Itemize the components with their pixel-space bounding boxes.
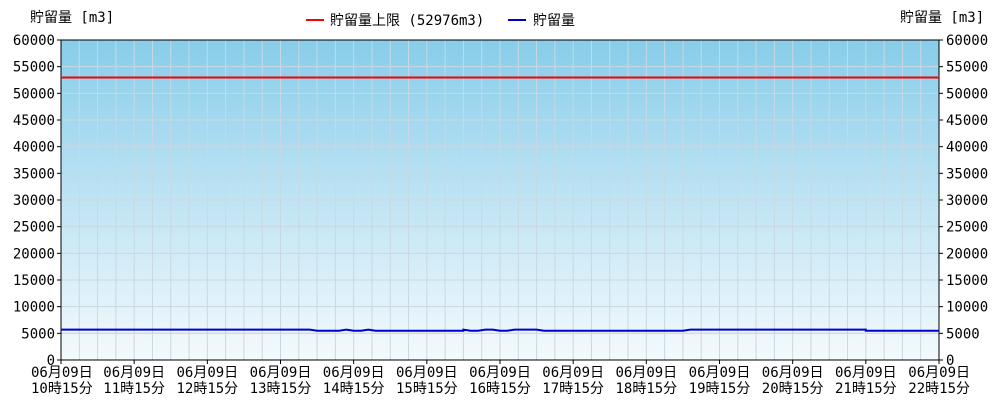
y-tick-label-left: 55000	[13, 60, 55, 76]
y-tick-label-left: 10000	[13, 300, 55, 316]
x-tick-label-date: 06月09日	[689, 365, 751, 381]
y-tick-label-left: 0	[47, 353, 55, 369]
y-tick-label-right: 50000	[946, 86, 988, 102]
x-tick-label-date: 06月09日	[615, 365, 677, 381]
y-axis-left-label: 貯留量 [m3]	[30, 10, 114, 26]
y-tick-label-right: 30000	[946, 193, 988, 209]
x-tick-label-date: 06月09日	[396, 365, 458, 381]
y-tick-label-left: 5000	[21, 326, 55, 342]
y-tick-label-right: 45000	[946, 113, 988, 129]
x-tick-label-time: 13時15分	[250, 381, 312, 397]
grid-lines	[60, 39, 940, 361]
series-lines	[61, 76, 939, 332]
legend: 貯留量上限 (52976m3) 貯留量	[306, 13, 575, 29]
y-tick-label-right: 20000	[946, 246, 988, 262]
x-tick-label-date: 06月09日	[469, 365, 531, 381]
y-tick-label-right: 35000	[946, 166, 988, 182]
x-tick-label-time: 18時15分	[615, 381, 677, 397]
x-tick-label-date: 06月09日	[31, 365, 93, 381]
x-tick-label-time: 14時15分	[323, 381, 385, 397]
x-tick-label-time: 22時15分	[908, 381, 970, 397]
x-tick-label-date: 06月09日	[762, 365, 824, 381]
x-tick-label-date: 06月09日	[176, 365, 238, 381]
y-tick-label-left: 35000	[13, 166, 55, 182]
y-axis-right-ticks: 0 5000 10000 15000 20000 25000 30000 35000 40000…	[939, 33, 988, 369]
series-line-storage	[61, 328, 939, 332]
x-tick-label-time: 15時15分	[396, 381, 458, 397]
y-axis-right-label: 貯留量 [m3]	[900, 10, 984, 26]
y-tick-label-right: 60000	[946, 33, 988, 49]
x-tick-label-date: 06月09日	[323, 365, 385, 381]
x-tick-label-time: 20時15分	[762, 381, 824, 397]
y-tick-label-right: 25000	[946, 220, 988, 236]
y-tick-label-left: 45000	[13, 113, 55, 129]
x-axis-ticks: 06月09日10時15分06月09日11時15分06月09日12時15分06月0…	[31, 360, 970, 397]
x-tick-label-date: 06月09日	[250, 365, 312, 381]
y-tick-label-right: 0	[946, 353, 954, 369]
x-tick-label-date: 06月09日	[103, 365, 165, 381]
x-tick-label-time: 11時15分	[103, 381, 165, 397]
x-tick-label-date: 06月09日	[908, 365, 970, 381]
y-tick-label-left: 20000	[13, 246, 55, 262]
y-tick-label-left: 25000	[13, 220, 55, 236]
y-tick-label-left: 60000	[13, 33, 55, 49]
y-tick-label-right: 10000	[946, 300, 988, 316]
y-tick-label-right: 40000	[946, 140, 988, 156]
legend-label-storage: 貯留量	[533, 13, 575, 29]
x-tick-label-date: 06月09日	[835, 365, 897, 381]
x-tick-label-time: 17時15分	[542, 381, 604, 397]
x-tick-label-time: 12時15分	[176, 381, 238, 397]
x-tick-label-time: 21時15分	[835, 381, 897, 397]
y-tick-label-right: 55000	[946, 60, 988, 76]
y-tick-label-left: 15000	[13, 273, 55, 289]
x-tick-label-time: 10時15分	[31, 381, 93, 397]
y-axis-left-ticks: 0 5000 10000 15000 20000 25000 30000 35000 40000…	[13, 33, 61, 369]
y-tick-label-left: 30000	[13, 193, 55, 209]
x-tick-label-time: 16時15分	[469, 381, 531, 397]
y-tick-label-right: 5000	[946, 326, 980, 342]
y-tick-label-left: 40000	[13, 140, 55, 156]
x-tick-label-date: 06月09日	[542, 365, 604, 381]
y-tick-label-right: 15000	[946, 273, 988, 289]
y-tick-label-left: 50000	[13, 86, 55, 102]
legend-label-limit: 貯留量上限 (52976m3)	[330, 13, 484, 29]
x-tick-label-time: 19時15分	[689, 381, 751, 397]
